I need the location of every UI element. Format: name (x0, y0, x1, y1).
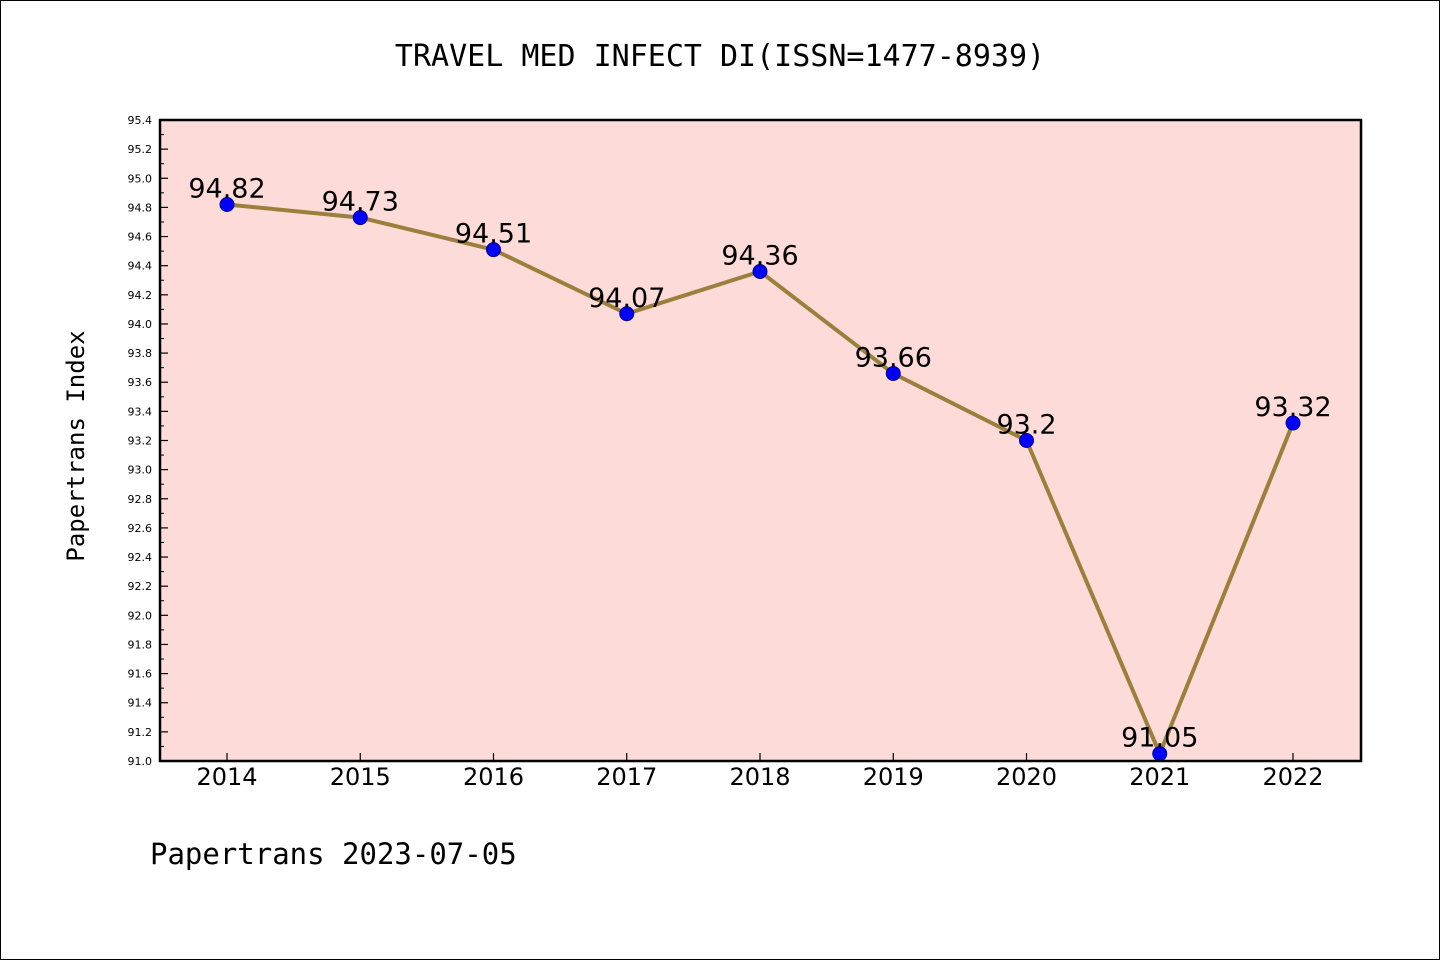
y-tick-label: 94.2 (128, 289, 153, 302)
data-points (219, 196, 1301, 762)
data-label: 94.73 (322, 187, 399, 218)
y-tick-label: 92.6 (128, 522, 153, 535)
x-tick-label: 2016 (463, 763, 524, 791)
y-tick-label: 91.0 (128, 755, 153, 768)
y-tick-label: 94.4 (128, 260, 153, 273)
y-tick-label: 92.8 (128, 493, 153, 506)
plot-border (158, 118, 1363, 763)
y-tick-label: 95.0 (128, 172, 153, 185)
data-label: 91.05 (1121, 723, 1198, 754)
y-tick-label: 91.4 (128, 697, 153, 710)
x-tick-label: 2017 (596, 763, 657, 791)
y-tick-label: 95.4 (128, 114, 153, 127)
data-point (885, 365, 901, 381)
data-point (1019, 433, 1034, 448)
chart-title: TRAVEL MED INFECT DI(ISSN=1477-8939) (395, 39, 1045, 74)
x-tick-label: 2014 (196, 763, 257, 791)
y-tick-label: 91.2 (128, 726, 153, 739)
x-axis: 2014 2015 2016 2017 2018 2019 2020 2021 2022 (196, 753, 1324, 791)
y-tick-label: 93.4 (128, 405, 153, 418)
data-point (486, 242, 501, 258)
data-point (352, 210, 368, 226)
data-label: 94.36 (721, 241, 798, 272)
data-point (619, 306, 635, 322)
y-tick-label: 93.6 (128, 376, 153, 389)
y-axis: 91.0 91.2 91.4 91.6 91.8 92.0 92.2 92.4 92.6 92.8… (128, 114, 168, 768)
data-label: 94.07 (588, 283, 665, 314)
footer-text: Papertrans 2023-07-05 (150, 837, 517, 871)
y-tick-label: 94.0 (128, 318, 153, 331)
x-tick-label: 2022 (1262, 763, 1323, 791)
y-tick-label: 92.0 (128, 609, 153, 622)
data-label: 93.66 (855, 342, 932, 373)
y-tick-label: 94.6 (128, 231, 153, 244)
y-tick-label: 93.0 (128, 464, 153, 477)
x-tick-label: 2021 (1129, 763, 1190, 791)
y-tick-label: 92.2 (128, 580, 153, 593)
y-tick-label: 91.8 (128, 638, 153, 651)
data-label: 94.82 (188, 173, 265, 204)
data-label: 93.32 (1254, 392, 1331, 423)
data-label: 94.51 (455, 219, 532, 250)
x-tick-label: 2020 (996, 763, 1057, 791)
x-tick-label: 2015 (330, 763, 391, 791)
data-point (219, 196, 235, 212)
y-tick-label: 95.2 (128, 143, 153, 156)
y-tick-label: 94.8 (128, 201, 153, 214)
data-labels: 94.82 94.73 94.51 94.07 94.36 93.66 93.2 91.05 9… (188, 173, 1331, 753)
y-tick-label: 93.2 (128, 435, 153, 448)
x-tick-label: 2018 (729, 763, 790, 791)
x-tick-label: 2019 (863, 763, 924, 791)
y-axis-label: Papertrans Index (62, 330, 90, 561)
y-tick-label: 91.6 (128, 668, 153, 681)
data-point (752, 264, 768, 280)
data-label: 93.2 (996, 410, 1056, 441)
y-tick-label: 93.8 (128, 347, 153, 360)
plot-area (160, 120, 1361, 761)
y-tick-label: 92.4 (128, 551, 153, 564)
data-point (1285, 415, 1301, 431)
